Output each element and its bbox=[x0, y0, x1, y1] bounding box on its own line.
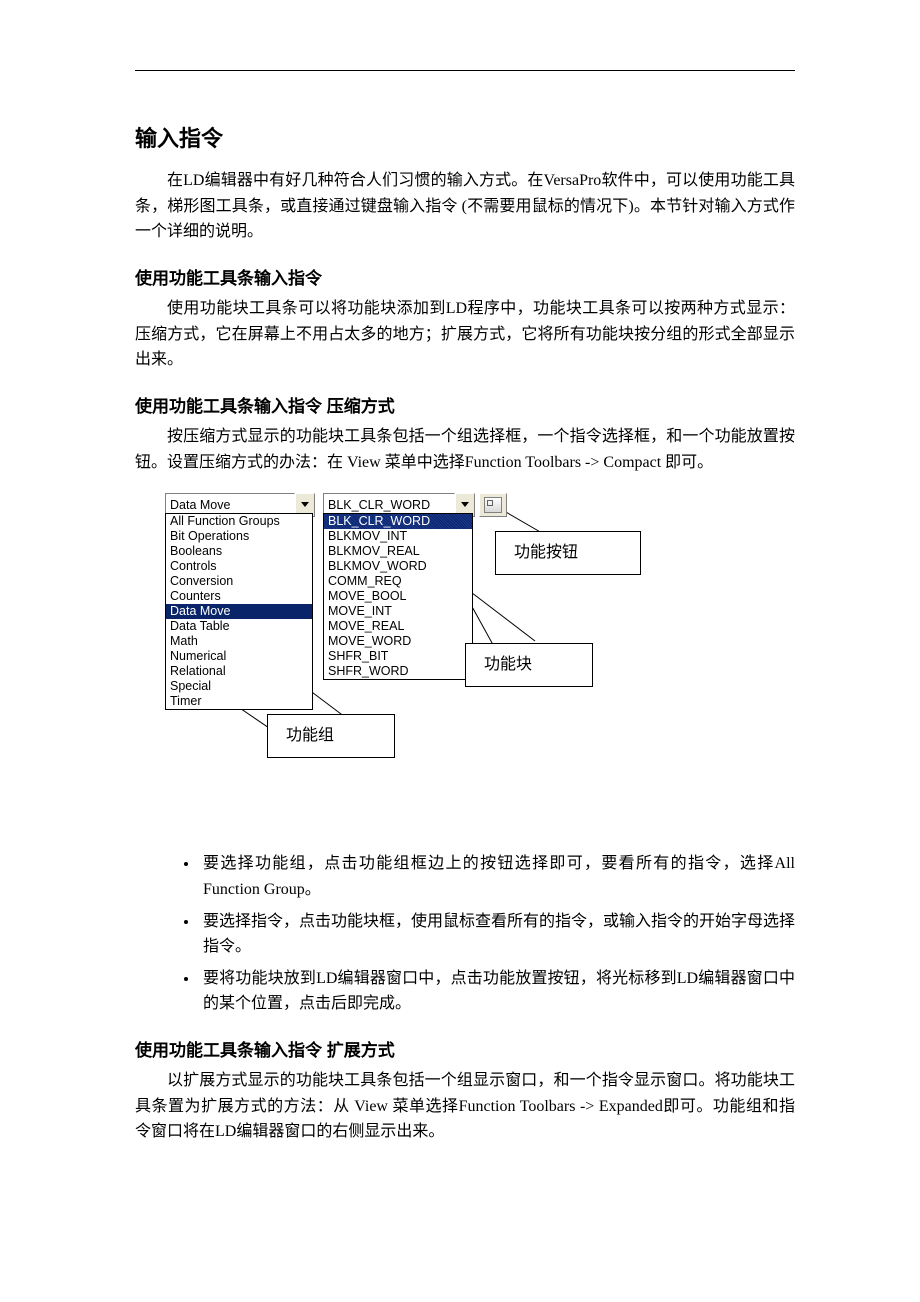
instruction-list-item[interactable]: MOVE_WORD bbox=[324, 634, 472, 649]
compact-toolbar-figure: Data MoveAll Function GroupsBit Operatio… bbox=[165, 493, 725, 833]
instruction-list-item[interactable]: MOVE_INT bbox=[324, 604, 472, 619]
instruction-list-item[interactable]: BLKMOV_INT bbox=[324, 529, 472, 544]
callout-function-block: 功能块 bbox=[465, 643, 593, 687]
instruction-list-item[interactable]: SHFR_WORD bbox=[324, 664, 472, 679]
function-group-list-item[interactable]: Booleans bbox=[166, 544, 312, 559]
function-group-list-item[interactable]: Timer bbox=[166, 694, 312, 709]
function-group-list-item[interactable]: All Function Groups bbox=[166, 514, 312, 529]
page-top-rule bbox=[135, 70, 795, 71]
instruction-list-item[interactable]: MOVE_BOOL bbox=[324, 589, 472, 604]
bullet-item: 要选择功能组，点击功能组框边上的按钮选择即可，要看所有的指令，选择All Fun… bbox=[199, 851, 795, 902]
heading-expanded-mode: 使用功能工具条输入指令 扩展方式 bbox=[135, 1037, 795, 1064]
heading-compact-intro: 使用功能工具条输入指令 bbox=[135, 265, 795, 292]
function-group-list-item[interactable]: Math bbox=[166, 634, 312, 649]
instruction-list-item[interactable]: BLKMOV_WORD bbox=[324, 559, 472, 574]
callout-function-button: 功能按钮 bbox=[495, 531, 641, 575]
function-group-list-item[interactable]: Controls bbox=[166, 559, 312, 574]
paragraph-expanded-mode: 以扩展方式显示的功能块工具条包括一个组显示窗口，和一个指令显示窗口。将功能块工具… bbox=[135, 1068, 795, 1145]
instruction-list-item[interactable]: BLKMOV_REAL bbox=[324, 544, 472, 559]
function-group-list-item[interactable]: Data Table bbox=[166, 619, 312, 634]
bullet-item: 要选择指令，点击功能块框，使用鼠标查看所有的指令，或输入指令的开始字母选择指令。 bbox=[199, 909, 795, 960]
instruction-list-item[interactable]: BLK_CLR_WORD bbox=[324, 514, 472, 529]
intro-paragraph: 在LD编辑器中有好几种符合人们习惯的输入方式。在VersaPro软件中，可以使用… bbox=[135, 168, 795, 245]
place-function-icon bbox=[484, 497, 502, 513]
paragraph-compact-mode: 按压缩方式显示的功能块工具条包括一个组选择框，一个指令选择框，和一个功能放置按钮… bbox=[135, 424, 795, 475]
function-group-list-item[interactable]: Data Move bbox=[166, 604, 312, 619]
bullet-item: 要将功能块放到LD编辑器窗口中，点击功能放置按钮，将光标移到LD编辑器窗口中的某… bbox=[199, 966, 795, 1017]
place-function-button[interactable] bbox=[479, 493, 507, 517]
function-group-list-item[interactable]: Numerical bbox=[166, 649, 312, 664]
function-group-listbox[interactable]: All Function GroupsBit OperationsBoolean… bbox=[165, 513, 313, 710]
instruction-listbox[interactable]: BLK_CLR_WORDBLKMOV_INTBLKMOV_REALBLKMOV_… bbox=[323, 513, 473, 680]
function-group-list-item[interactable]: Bit Operations bbox=[166, 529, 312, 544]
callout-function-group: 功能组 bbox=[267, 714, 395, 758]
function-group-list-item[interactable]: Conversion bbox=[166, 574, 312, 589]
function-group-list-item[interactable]: Counters bbox=[166, 589, 312, 604]
paragraph-toolbar-overview: 使用功能块工具条可以将功能块添加到LD程序中，功能块工具条可以按两种方式显示：压… bbox=[135, 296, 795, 373]
function-group-list-item[interactable]: Relational bbox=[166, 664, 312, 679]
instruction-list-item[interactable]: COMM_REQ bbox=[324, 574, 472, 589]
instruction-list-item[interactable]: SHFR_BIT bbox=[324, 649, 472, 664]
instruction-bullet-list: 要选择功能组，点击功能组框边上的按钮选择即可，要看所有的指令，选择All Fun… bbox=[135, 851, 795, 1017]
function-group-list-item[interactable]: Special bbox=[166, 679, 312, 694]
instruction-list-item[interactable]: MOVE_REAL bbox=[324, 619, 472, 634]
section-title: 输入指令 bbox=[135, 121, 795, 156]
heading-compact-mode: 使用功能工具条输入指令 压缩方式 bbox=[135, 393, 795, 420]
